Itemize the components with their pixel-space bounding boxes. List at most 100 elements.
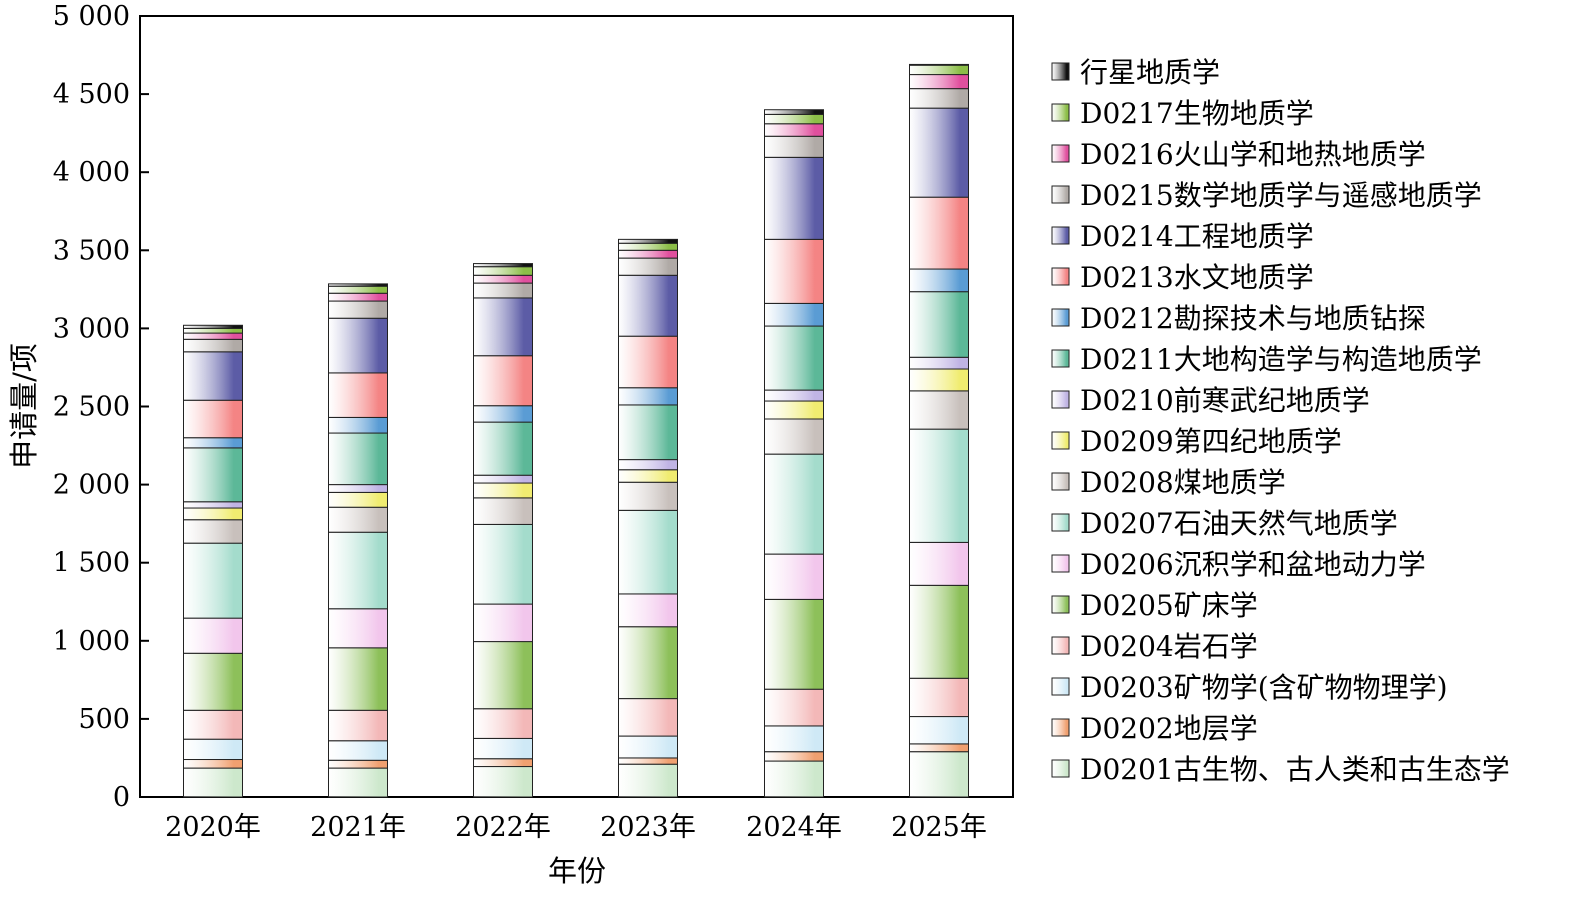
bar-segment: [764, 553, 824, 600]
bar-segment: [328, 531, 388, 610]
bar-segment: [764, 325, 824, 391]
legend-swatch: [1051, 144, 1070, 163]
bar-segment: [909, 64, 969, 76]
bar-segment: [328, 283, 388, 287]
legend-swatch: [1051, 636, 1070, 655]
legend-label: D0210前寒武纪地质学: [1080, 384, 1370, 417]
bar-segment: [618, 404, 678, 461]
legend-label: D0202地层学: [1080, 712, 1258, 745]
bar-segment: [618, 469, 678, 483]
bar-segment: [909, 291, 969, 358]
bar-segment: [473, 274, 533, 284]
bar-segment: [183, 327, 243, 334]
plot-frame: [139, 15, 1014, 798]
bar-segment: [618, 238, 678, 244]
bar-segment: [909, 63, 969, 66]
bar-segment: [473, 297, 533, 357]
bar-segment: [618, 757, 678, 765]
bar-segment: [909, 368, 969, 392]
bar-segment: [183, 767, 243, 798]
y-tick-label: 1 000: [53, 626, 130, 657]
legend-swatch: [1051, 390, 1070, 409]
bar-segment: [183, 332, 243, 340]
bar-segment: [909, 268, 969, 293]
legend-label: D0214工程地质学: [1080, 220, 1314, 253]
bar-segment: [473, 482, 533, 499]
legend-label: D0217生物地质学: [1080, 97, 1314, 130]
legend-swatch: [1051, 759, 1070, 778]
bar-segment: [473, 405, 533, 423]
y-tick-label: 3 500: [53, 235, 130, 266]
bar-segment: [618, 481, 678, 511]
bar-segment: [909, 88, 969, 109]
bar-segment: [618, 626, 678, 700]
bar-segment: [183, 759, 243, 769]
legend-label: D0212勘探技术与地质钻探: [1080, 302, 1426, 335]
legend-label: D0209第四纪地质学: [1080, 425, 1342, 458]
legend-swatch: [1051, 718, 1070, 737]
bar-segment: [328, 491, 388, 508]
bar-segment: [909, 74, 969, 90]
bar-segment: [909, 584, 969, 679]
bar-segment: [909, 428, 969, 543]
bar-segment: [473, 737, 533, 760]
x-tick-label: 2025年: [891, 812, 987, 843]
bar-segment: [328, 285, 388, 294]
y-axis: 0 500 1 000 1 500 2 000 2 500 3 000 3 500 4 000 4…: [53, 1, 149, 813]
legend-label: D0215数学地质学与遥感地质学: [1080, 179, 1482, 212]
bar-segment: [328, 767, 388, 798]
bar-segment: [328, 300, 388, 319]
y-tick-label: 500: [78, 704, 130, 735]
bar-segment: [328, 608, 388, 649]
bars-layer: [183, 63, 969, 798]
bar-segment: [618, 257, 678, 276]
bar-segment: [618, 698, 678, 737]
bar-segment: [764, 156, 824, 240]
legend-swatch: [1051, 677, 1070, 696]
bar-segment: [328, 317, 388, 374]
y-tick-label: 5 000: [53, 1, 130, 32]
bar-segment: [909, 716, 969, 745]
bar-segment: [473, 708, 533, 739]
bar-segment: [909, 743, 969, 753]
y-tick-label: 4 500: [53, 79, 130, 110]
bar-segment: [618, 509, 678, 595]
bar-segment: [764, 302, 824, 327]
bar-segment: [764, 389, 824, 402]
bar-segment: [183, 437, 243, 449]
bar-segment: [764, 135, 824, 158]
bar-segment: [183, 324, 243, 329]
bar-segment: [764, 238, 824, 304]
x-tick-label: 2022年: [455, 812, 551, 843]
bar-segment: [764, 760, 824, 798]
bar-segment: [328, 292, 388, 302]
bar-segment: [473, 355, 533, 407]
legend-swatch: [1051, 103, 1070, 122]
x-axis-title: 年份: [548, 854, 606, 888]
legend-label: D0204岩石学: [1080, 630, 1258, 663]
bar-segment: [473, 758, 533, 768]
legend-label: D0213水文地质学: [1080, 261, 1314, 294]
bar-segment: [328, 709, 388, 742]
bar-segment: [764, 751, 824, 762]
y-axis-title: 申请量/项: [7, 343, 41, 469]
bar-segment: [764, 725, 824, 753]
legend-label: D0205矿床学: [1080, 589, 1258, 622]
legend-swatch: [1051, 62, 1070, 81]
bar-segment: [764, 418, 824, 455]
legend-label: 行星地质学: [1080, 56, 1220, 89]
bar-segment: [328, 484, 388, 493]
legend-label: D0208煤地质学: [1080, 466, 1286, 499]
bar-segment: [183, 501, 243, 509]
bar-segment: [328, 372, 388, 418]
bar-segment: [473, 266, 533, 276]
bar-segment: [618, 593, 678, 628]
bar-segment: [183, 447, 243, 503]
bar-segment: [183, 617, 243, 654]
bar-segment: [764, 688, 824, 727]
bar-segment: [473, 497, 533, 525]
bar-segment: [473, 282, 533, 299]
legend-swatch: [1051, 308, 1070, 327]
bar-segment: [618, 735, 678, 759]
